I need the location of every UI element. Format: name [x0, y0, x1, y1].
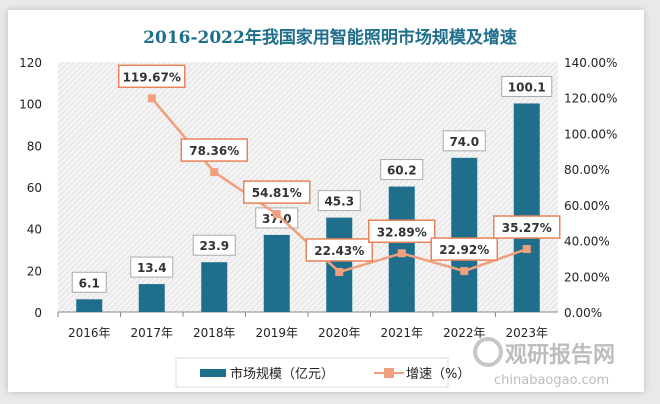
x-tick-label: 2023年 — [505, 326, 548, 340]
bar-label-box — [192, 234, 236, 256]
bar-data-label: 45.3 — [324, 195, 354, 209]
y-tick-label: 0 — [34, 306, 42, 320]
bar — [451, 157, 478, 312]
bar-label-box — [317, 190, 361, 212]
y2-tick-label: 40.00% — [564, 235, 610, 249]
line-label-box — [243, 180, 311, 204]
bar-data-label: 74.0 — [449, 135, 479, 149]
x-tick-label: 2022年 — [443, 326, 486, 340]
y-tick-label: 100 — [19, 98, 42, 112]
line-marker — [210, 168, 219, 177]
line-marker — [460, 267, 469, 276]
bar-data-label: 23.9 — [199, 239, 229, 253]
x-tick-label: 2016年 — [68, 326, 111, 340]
line-data-label: 119.67% — [123, 70, 181, 84]
legend-line-label: 增速（%） — [406, 367, 470, 382]
line-label-box — [305, 238, 373, 262]
line-data-label: 32.89% — [377, 225, 427, 239]
x-tick-label: 2020年 — [318, 326, 361, 340]
line-label-box — [430, 237, 498, 261]
y2-tick-label: 140.00% — [564, 56, 617, 70]
line-marker — [335, 267, 344, 276]
bar-data-label: 6.1 — [79, 276, 100, 290]
y2-tick-label: 120.00% — [564, 92, 617, 106]
bar — [513, 103, 540, 312]
y2-tick-label: 80.00% — [564, 163, 610, 177]
line-marker — [147, 94, 156, 103]
svg-text:观研报告网: 观研报告网 — [505, 343, 615, 368]
line-marker — [522, 245, 531, 254]
bar-label-box — [501, 75, 553, 97]
legend-line-marker — [384, 368, 394, 378]
line-data-label: 54.81% — [252, 186, 302, 200]
y-tick-label: 60 — [27, 181, 42, 195]
watermark-logo: 观研报告网 chinabaogao.com — [473, 337, 615, 388]
bar-label-box — [380, 159, 424, 181]
line-label-box — [180, 138, 248, 162]
line-data-label: 78.36% — [189, 144, 239, 158]
y2-tick-label: 60.00% — [564, 199, 610, 213]
bar-label-box — [71, 271, 107, 293]
svg-text:chinabaogao.com: chinabaogao.com — [494, 373, 609, 388]
legend-bar-label: 市场规模（亿元） — [230, 366, 334, 382]
x-tick-label: 2017年 — [130, 326, 173, 340]
line-data-label: 22.43% — [314, 244, 364, 258]
y-tick-label: 120 — [19, 56, 42, 70]
x-tick-label: 2021年 — [380, 326, 423, 340]
line-label-box — [118, 64, 186, 89]
y2-tick-label: 100.00% — [564, 127, 617, 141]
line-marker — [272, 210, 281, 219]
bar-label-box — [442, 130, 486, 152]
x-tick-label: 2018年 — [193, 326, 236, 340]
y2-tick-label: 0.00% — [564, 306, 602, 320]
bar — [76, 299, 103, 312]
y-tick-label: 40 — [27, 223, 42, 237]
bar — [138, 284, 165, 312]
bar-data-label: 100.1 — [508, 80, 546, 94]
y-tick-label: 80 — [27, 139, 42, 153]
line-label-box — [368, 219, 436, 244]
y-tick-label: 20 — [27, 264, 42, 278]
bar — [263, 234, 290, 312]
line-data-label: 35.27% — [502, 221, 552, 235]
bar-label-box — [130, 256, 174, 278]
legend-bar-swatch — [200, 369, 226, 377]
y2-tick-label: 20.00% — [564, 270, 610, 284]
line-marker — [397, 249, 406, 258]
line-data-label: 22.92% — [439, 243, 489, 257]
bar — [201, 262, 228, 312]
x-tick-label: 2019年 — [255, 326, 298, 340]
chart-title: 2016-2022年我国家用智能照明市场规模及增速 — [143, 27, 517, 48]
line-label-box — [493, 215, 561, 239]
bar-data-label: 13.4 — [137, 261, 167, 275]
bar-data-label: 60.2 — [387, 164, 417, 178]
